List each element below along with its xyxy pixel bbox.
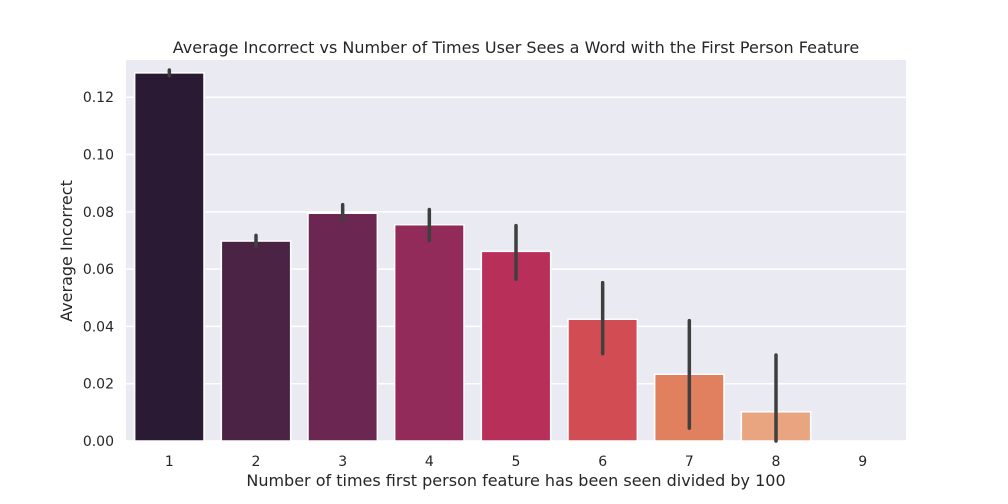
y-tick-label: 0.10 <box>83 148 114 164</box>
y-tick-label: 0.08 <box>83 205 114 221</box>
bar-2 <box>220 240 292 442</box>
x-tick-label: 5 <box>512 454 521 470</box>
x-tick-label: 9 <box>858 454 867 470</box>
x-tick-label: 1 <box>165 454 174 470</box>
x-tick-label: 3 <box>338 454 347 470</box>
y-tick-label: 0.06 <box>83 262 114 278</box>
bar-4 <box>393 223 465 442</box>
y-tick-label: 0.02 <box>83 377 114 393</box>
x-tick-label: 7 <box>685 454 694 470</box>
y-tick-labels: 0.00 0.02 0.04 0.06 0.08 0.10 0.12 <box>83 90 114 450</box>
x-tick-label: 8 <box>772 454 781 470</box>
x-tick-label: 4 <box>425 454 434 470</box>
x-tick-label: 6 <box>598 454 607 470</box>
x-tick-labels: 1 2 3 4 5 6 7 8 9 <box>165 454 867 470</box>
bar-5 <box>480 250 552 442</box>
y-tick-label: 0.04 <box>83 319 114 335</box>
y-tick-label: 0.12 <box>83 90 114 106</box>
chart-title: Average Incorrect vs Number of Times Use… <box>173 38 859 57</box>
x-axis-label: Number of times first person feature has… <box>246 471 785 490</box>
bar-1 <box>133 72 205 442</box>
error-bars <box>167 68 778 443</box>
bars <box>133 72 812 442</box>
y-tick-label: 0.00 <box>83 434 114 450</box>
x-tick-label: 2 <box>252 454 261 470</box>
bar-3 <box>307 212 379 442</box>
y-axis-label: Average Incorrect <box>57 180 76 322</box>
